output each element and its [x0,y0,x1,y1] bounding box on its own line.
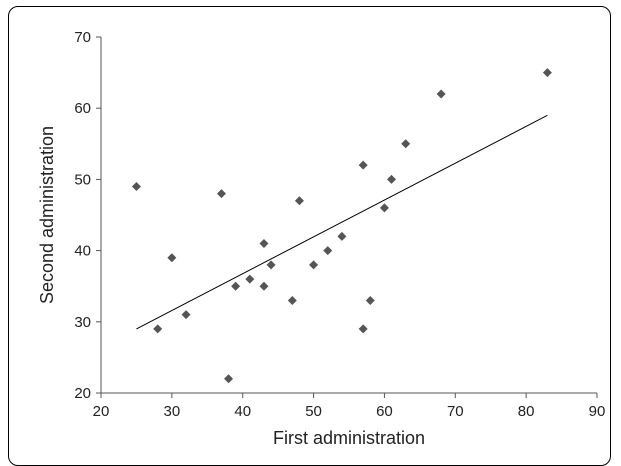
x-tick-label: 90 [589,403,606,420]
y-tick-label: 60 [74,100,91,117]
y-tick-label: 50 [74,171,91,188]
data-point [337,231,347,241]
y-tick-label: 20 [74,385,91,402]
x-tick-label: 30 [164,403,181,420]
scatter-chart: 20 30 40 50 60 70 80 90 20 30 40 50 60 70 First admi… [37,29,606,448]
data-point [365,295,375,305]
data-point [309,260,319,270]
data-point [216,189,226,199]
trendline [136,114,548,330]
data-point [401,139,411,149]
data-points [131,68,552,384]
data-point [436,89,446,99]
data-point [259,281,269,291]
data-point [387,174,397,184]
data-point [167,253,177,263]
x-tick-label: 60 [376,403,393,420]
x-tick-label: 40 [234,403,251,420]
x-tick-label: 80 [518,403,535,420]
x-tick-label: 50 [305,403,322,420]
y-tick-label: 30 [74,314,91,331]
y-tick-label: 70 [74,29,91,46]
x-axis-ticks: 20 30 40 50 60 70 80 90 [93,393,606,420]
axes [100,37,597,394]
data-point [266,260,276,270]
data-point [153,324,163,334]
x-tick-label: 70 [447,403,464,420]
data-point [259,238,269,248]
data-point [231,281,241,291]
data-point [379,203,389,213]
y-axis-title: Second administration [37,126,57,304]
data-point [181,310,191,320]
trendline-group [136,114,548,330]
y-axis-ticks: 20 30 40 50 60 70 [74,29,101,402]
data-point [224,374,234,384]
data-point [245,274,255,284]
data-point [287,295,297,305]
data-point [131,182,141,192]
x-axis-title: First administration [273,428,425,448]
data-point [358,324,368,334]
data-point [358,160,368,170]
x-tick-label: 20 [93,403,110,420]
data-point [323,246,333,256]
y-tick-label: 40 [74,243,91,260]
data-point [294,196,304,206]
data-point [542,68,552,78]
